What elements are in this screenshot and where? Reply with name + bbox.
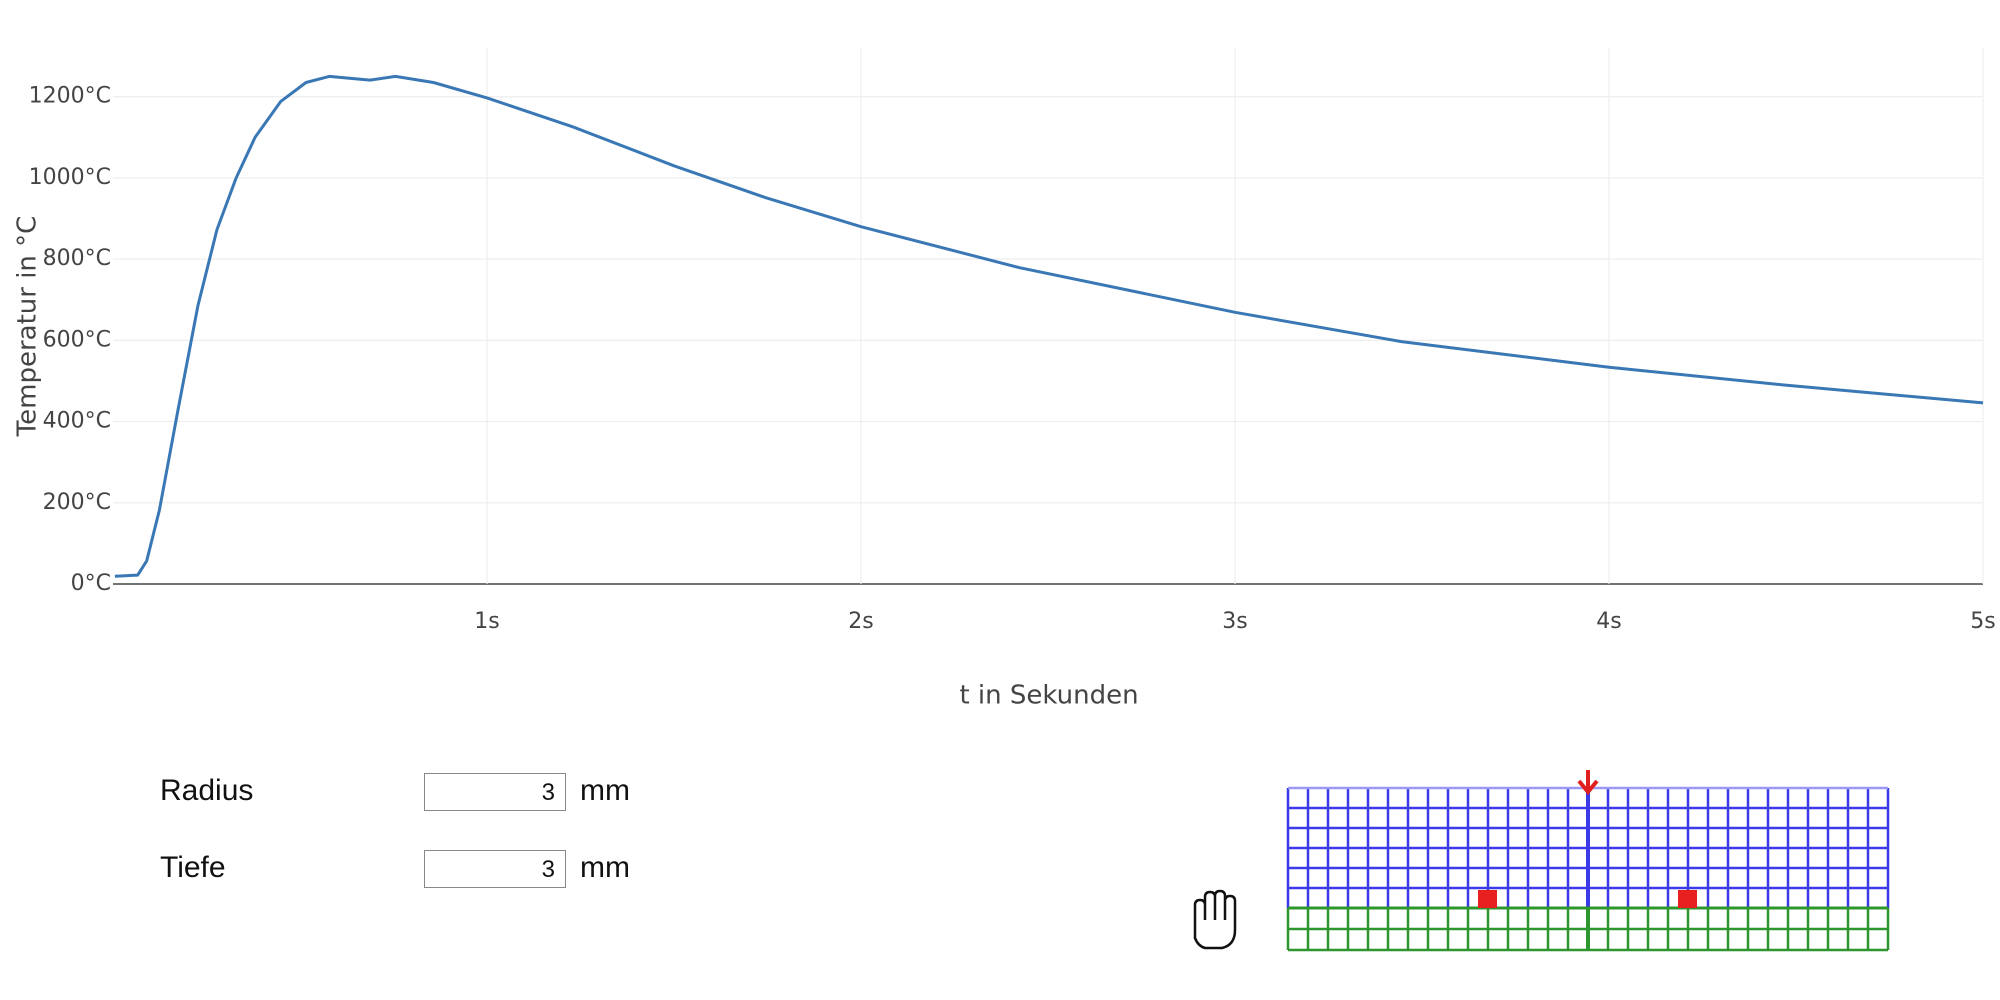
depth-input[interactable]: 3 bbox=[424, 850, 566, 888]
field-unit: mm bbox=[580, 851, 630, 884]
field-label: Radius bbox=[160, 774, 254, 807]
x-tick-label: 2s bbox=[848, 609, 873, 634]
field-unit: mm bbox=[580, 774, 630, 807]
x-tick-label: 3s bbox=[1222, 609, 1247, 634]
x-axis-title: t in Sekunden bbox=[959, 681, 1138, 711]
y-tick-label: 1200°C bbox=[29, 84, 111, 109]
x-tick-label: 4s bbox=[1596, 609, 1621, 634]
sensor-marker bbox=[1678, 890, 1697, 908]
sensor-marker bbox=[1478, 890, 1497, 908]
y-tick-label: 0°C bbox=[71, 571, 111, 596]
x-tick-label: 1s bbox=[474, 609, 499, 634]
y-tick-label: 200°C bbox=[43, 490, 111, 515]
line bbox=[114, 74, 1984, 578]
field-label: Tiefe bbox=[160, 851, 226, 884]
x-tick-label: 5s bbox=[1970, 609, 1995, 634]
radius-input[interactable]: 3 bbox=[424, 773, 566, 811]
y-tick-label: 800°C bbox=[43, 246, 111, 271]
hand-cursor bbox=[1193, 889, 1237, 950]
mesh-diagram bbox=[1286, 786, 1890, 952]
arrow bbox=[1577, 770, 1599, 796]
y-axis-title: Temperatur in °C bbox=[13, 216, 43, 438]
y-tick-label: 600°C bbox=[43, 327, 111, 352]
y-tick-label: 1000°C bbox=[29, 165, 111, 190]
y-tick-label: 400°C bbox=[43, 409, 111, 434]
